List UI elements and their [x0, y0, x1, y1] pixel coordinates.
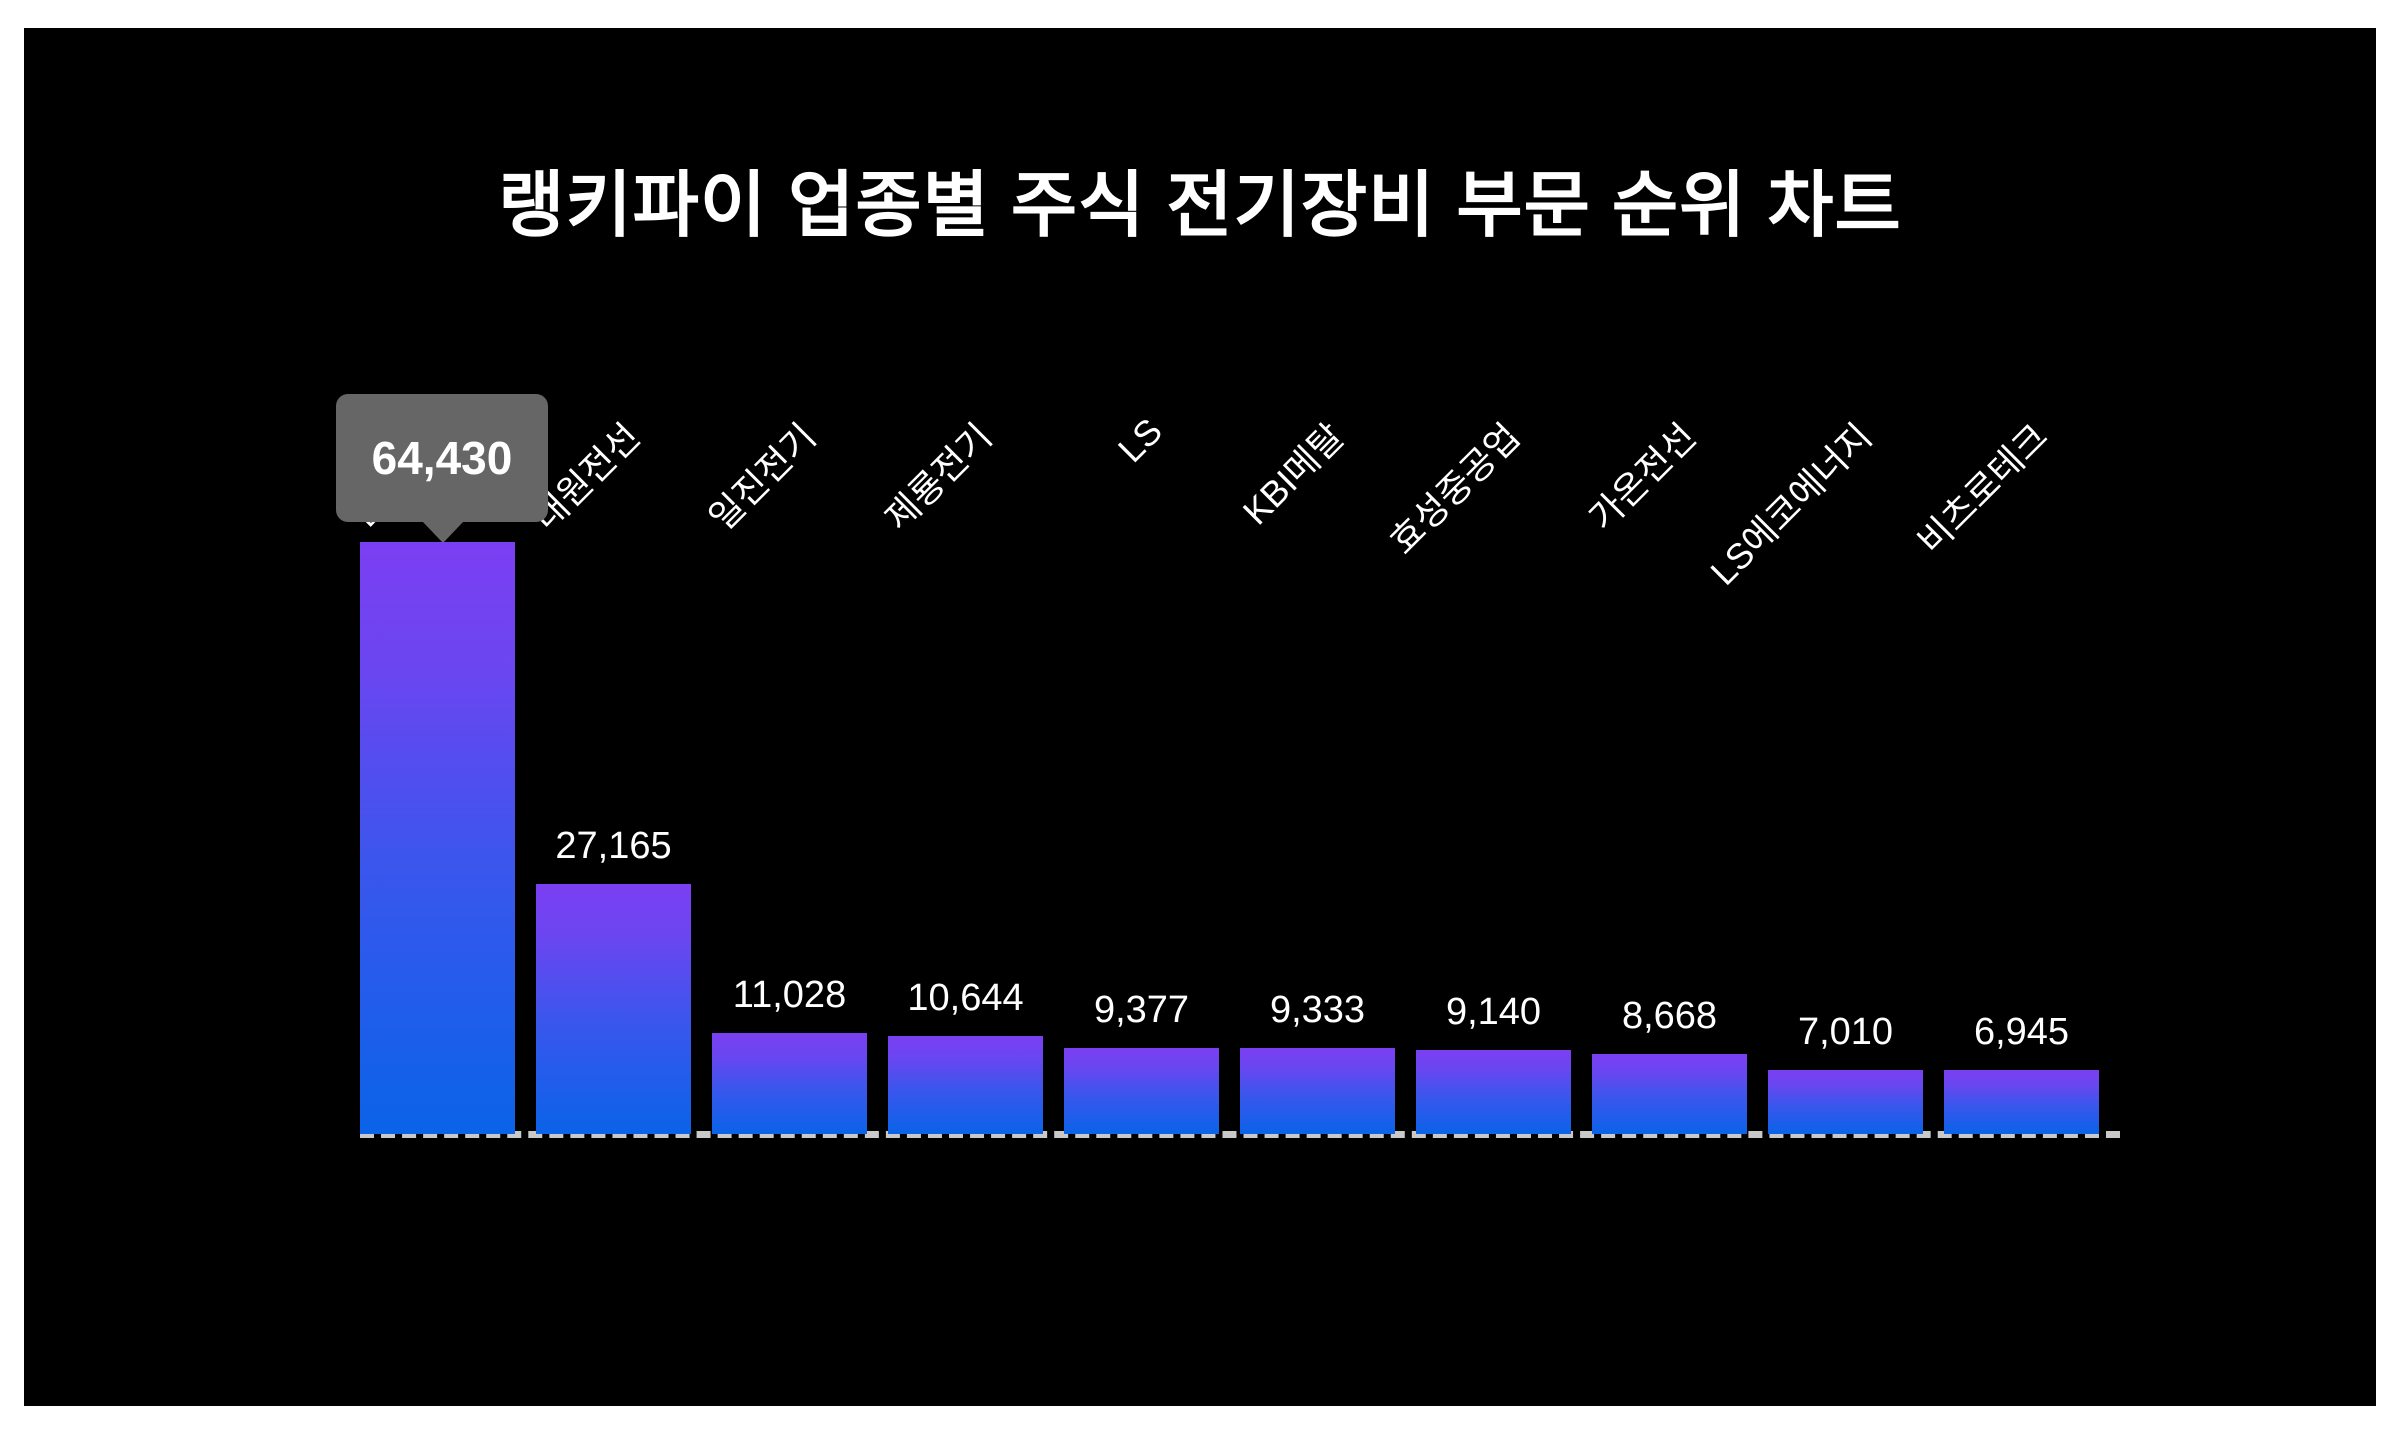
- category-label-3: 일진전기: [700, 415, 824, 539]
- bar-value-label: 11,028: [732, 974, 847, 1016]
- bar-value-label: 6,945: [1973, 1011, 2070, 1053]
- category-label-10: 비츠로테크: [1909, 415, 2056, 562]
- bar-group-4[interactable]: 10,644 제룡전기: [877, 384, 1043, 1134]
- bar-group-2[interactable]: 27,165 대원전선: [525, 384, 691, 1134]
- bar[interactable]: [1592, 1054, 1747, 1134]
- bar-group-7[interactable]: 9,140 효성중공업: [1382, 384, 1571, 1134]
- bar[interactable]: [1240, 1048, 1395, 1134]
- bar-group-9[interactable]: 7,010 LS에코에너지: [1702, 384, 1923, 1134]
- bar[interactable]: [1768, 1070, 1923, 1134]
- value-tooltip: 64,430: [336, 394, 548, 522]
- bar-value-label: 8,668: [1621, 995, 1718, 1037]
- bar-value-label: 7,010: [1797, 1011, 1894, 1053]
- category-label-6: KBI메탈: [1234, 415, 1352, 533]
- bar-group-8[interactable]: 8,668 가온전선: [1581, 384, 1747, 1134]
- chart-title: 랭키파이 업종별 주식 전기장비 부문 순위 차트: [498, 166, 1902, 246]
- bar-group-3[interactable]: 11,028 일진전기: [701, 384, 867, 1134]
- bar-value-label: 10,644: [907, 977, 1024, 1019]
- bar[interactable]: [536, 884, 691, 1134]
- bar[interactable]: [1416, 1050, 1571, 1134]
- bar[interactable]: [888, 1036, 1043, 1134]
- bar[interactable]: [1064, 1048, 1219, 1134]
- axis-baseline: [360, 1131, 2120, 1138]
- bar[interactable]: [712, 1033, 867, 1134]
- bar-chart-plot-area: 64,430대한전선27,165대원전선11,028일진전기10,644제룡전기…: [349, 388, 2120, 1138]
- bar-value-label: 9,333: [1269, 989, 1366, 1031]
- bar-group-6[interactable]: 9,333 KBI메탈: [1235, 384, 1395, 1134]
- bar-group-5[interactable]: 9,377 LS: [1064, 384, 1219, 1134]
- bar-value-label: 9,377: [1093, 989, 1190, 1031]
- chart-card: 랭키파이 업종별 주식 전기장비 부문 순위 차트 64,430대한전선27,1…: [24, 28, 2376, 1406]
- bar[interactable]: [360, 542, 515, 1134]
- tooltip-pointer-icon: [422, 521, 464, 543]
- category-label-4: 제룡전기: [876, 415, 1000, 539]
- bar-group-10[interactable]: 6,945 비츠로테크: [1910, 384, 2099, 1134]
- tooltip-value-label: 64,430: [371, 432, 513, 484]
- bar-value-label: 27,165: [555, 825, 672, 867]
- category-label-7: 효성중공업: [1381, 415, 1528, 562]
- category-label-5: LS: [1109, 410, 1170, 471]
- category-label-8: 가온전선: [1580, 415, 1704, 539]
- bar-group-1[interactable]: 64,430대한전선: [349, 384, 515, 1134]
- bar[interactable]: [1944, 1070, 2099, 1134]
- bar-value-label: 9,140: [1445, 991, 1542, 1033]
